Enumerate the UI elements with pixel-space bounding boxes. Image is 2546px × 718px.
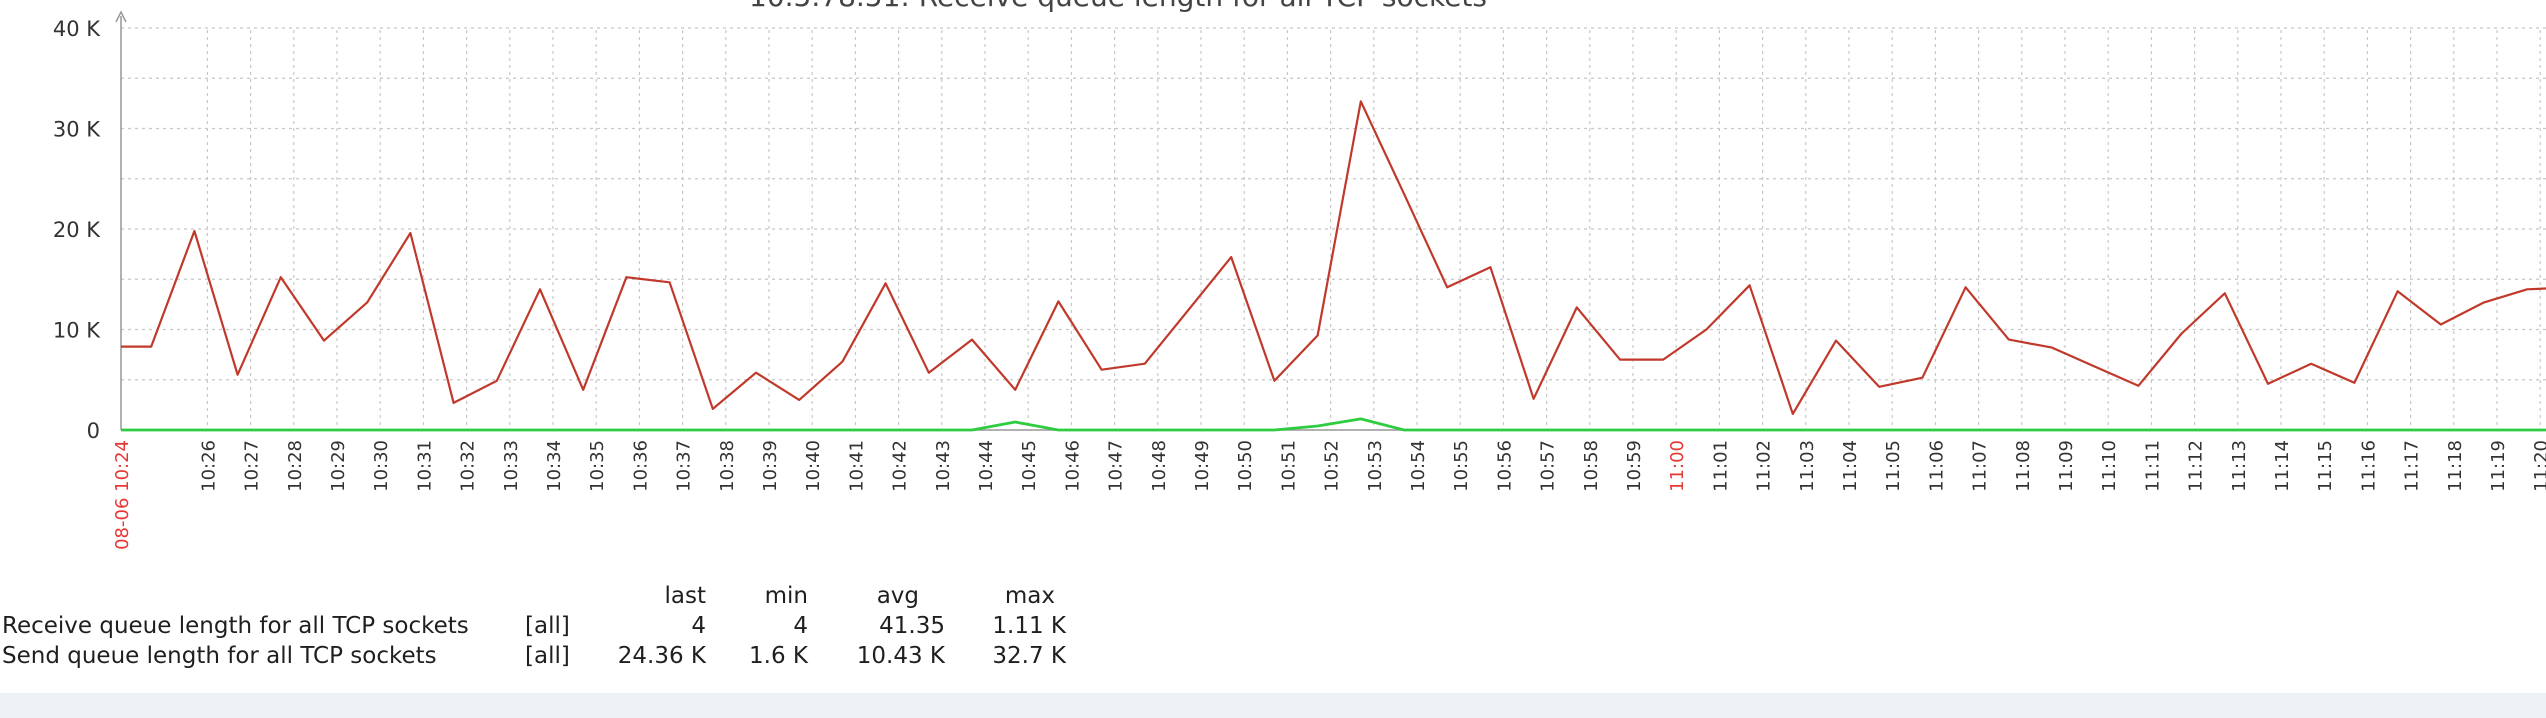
legend-item-min: 1.6 K [749,643,808,669]
x-tick-label: 10:47 [1106,440,1127,492]
x-tick-label: 10:28 [285,440,306,492]
x-tick-label: 11:08 [2013,440,2034,492]
x-tick-label: 10:54 [1408,440,1429,492]
legend-item-last: 24.36 K [617,643,706,669]
x-tick-label: 10:29 [328,440,349,492]
chart-title: 10.5.78.51: Receive queue length for all… [749,0,1487,13]
legend-item-avg: 41.35 [879,613,945,639]
x-tick-label: 11:02 [1754,440,1775,492]
x-tick-label: 10:39 [760,440,781,492]
x-tick-label: 10:50 [1235,440,1256,492]
x-tick-label: 11:13 [2229,440,2250,492]
grid-lines [120,27,2546,431]
x-tick-label: 10:51 [1278,440,1299,492]
x-tick-label: 11:20 [2531,440,2546,492]
x-tick-label: 10:26 [198,440,219,492]
legend-row-receive: Receive queue length for all TCP sockets… [0,613,2546,643]
legend-row-send: Send queue length for all TCP sockets [a… [0,643,2546,673]
x-tick-label: 10:57 [1538,440,1559,492]
x-tick-label: 10:55 [1451,440,1472,492]
x-tick-label: 10:30 [371,440,392,492]
series-line [121,100,2546,415]
legend-header: last min avg max [0,583,2546,613]
series-lines [121,100,2546,432]
legend-item-name: Receive queue length for all TCP sockets [2,613,469,639]
legend-item-min: 4 [793,613,808,639]
y-tick-label: 30 K [53,118,101,142]
x-tick-label: 11:07 [1970,440,1991,492]
x-tick-label: 10:27 [242,440,263,492]
x-tick-label: 11:17 [2402,440,2423,492]
x-tick-label: 11:01 [1710,440,1731,492]
legend-header-avg: avg [876,583,919,609]
legend-item-function: [all] [525,643,570,669]
x-tick-label: 10:58 [1581,440,1602,492]
x-tick-label: 10:32 [458,440,479,492]
x-tick-label: 10:43 [933,440,954,492]
x-tick-label: 11:06 [1926,440,1947,492]
y-tick-label: 20 K [53,218,101,242]
x-tick-label: 10:35 [587,440,608,492]
y-tick-labels: 0 10 K 20 K 30 K 40 K [53,17,101,443]
x-tick-label: 11:09 [2056,440,2077,492]
x-tick-label: 10:59 [1624,440,1645,492]
x-tick-label: 11:16 [2358,440,2379,492]
x-tick-label: 11:10 [2099,440,2120,492]
x-tick-label: 10:41 [846,440,867,492]
legend-item-function: [all] [525,613,570,639]
x-tick-label: 11:12 [2186,440,2207,492]
x-tick-label: 11:19 [2488,440,2509,492]
chart-canvas: 0 10 K 20 K 30 K 40 K 08-06 10:24 10:26 10:27 1… [53,0,2546,550]
x-tick-label: 10:37 [674,440,695,492]
x-tick-label: 10:36 [630,440,651,492]
x-tick-label: 11:00 [1667,440,1688,492]
legend-item-avg: 10.43 K [856,643,945,669]
x-tick-label: 10:42 [890,440,911,492]
x-tick-label: 11:18 [2445,440,2466,492]
x-tick-label: 10:48 [1149,440,1170,492]
series-line [121,417,2546,432]
legend-item-max: 1.11 K [992,613,1066,639]
x-tick-label: 11:14 [2272,440,2293,492]
legend-item-last: 4 [691,613,706,639]
x-tick-label: 08-06 10:24 [112,440,133,550]
x-tick-label: 10:53 [1365,440,1386,492]
x-tick-label: 10:46 [1062,440,1083,492]
x-tick-label: 10:45 [1019,440,1040,492]
y-axis-arrow [115,10,127,23]
x-tick-label: 10:49 [1192,440,1213,492]
legend-item-name: Send queue length for all TCP sockets [2,643,437,669]
x-tick-label: 10:33 [501,440,522,492]
x-tick-label: 11:04 [1840,440,1861,492]
footer-bar [0,693,2546,718]
x-tick-label: 10:34 [544,440,565,492]
x-tick-labels: 08-06 10:24 10:26 10:27 10:28 10:29 10:30 10:3… [112,440,2546,550]
legend-header-max: max [1004,583,1055,609]
legend-header-last: last [664,583,707,609]
legend-table: last min avg max Receive queue length fo… [0,583,2546,673]
x-tick-label: 11:11 [2142,440,2163,492]
x-tick-label: 10:56 [1494,440,1515,492]
x-tick-label: 10:38 [717,440,738,492]
legend-header-min: min [764,583,808,609]
x-tick-label: 10:31 [414,440,435,492]
y-tick-label: 0 [87,419,100,443]
y-tick-label: 40 K [53,17,101,41]
x-tick-label: 10:52 [1322,440,1343,492]
legend-item-max: 32.7 K [992,643,1066,669]
x-tick-label: 11:05 [1883,440,1904,492]
x-tick-label: 10:44 [976,440,997,492]
x-tick-label: 10:40 [803,440,824,492]
x-tick-label: 11:15 [2315,440,2336,492]
x-tick-label: 11:03 [1797,440,1818,492]
y-tick-label: 10 K [53,319,101,343]
